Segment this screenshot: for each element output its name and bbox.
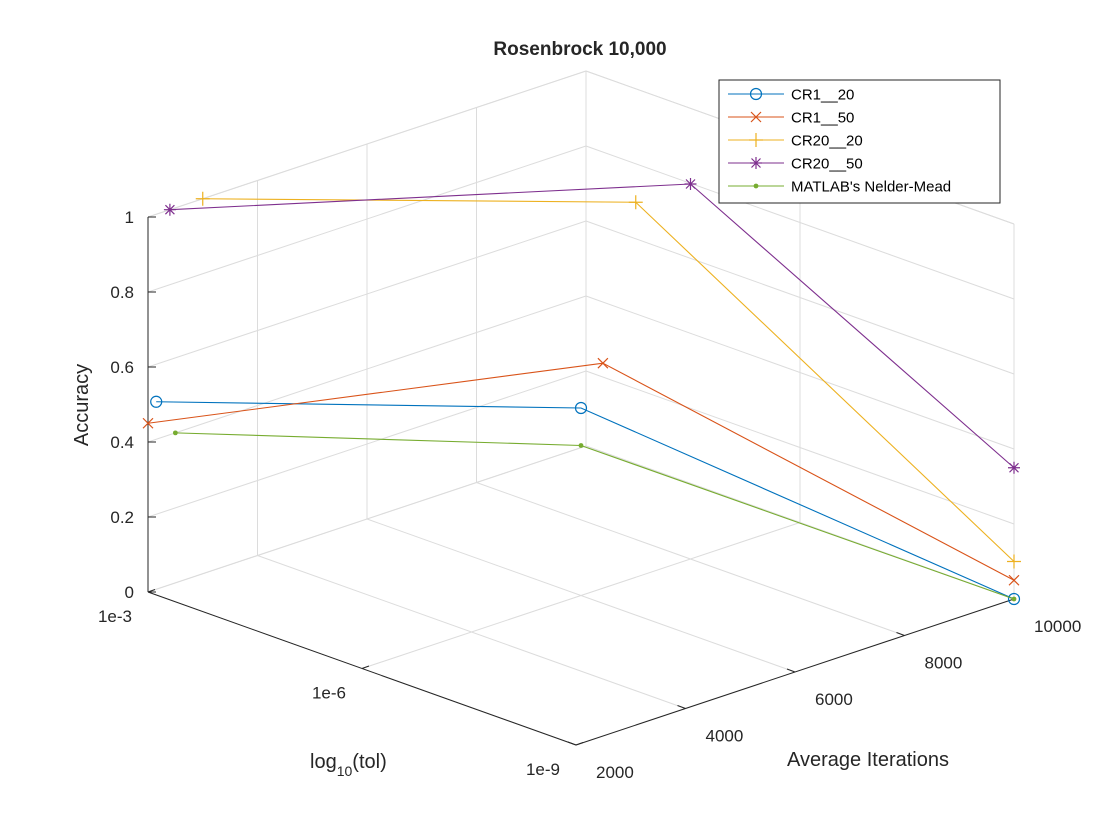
z-tick-label: 0.8 [110, 283, 134, 302]
back-wall-gridline-z [585, 295, 1015, 450]
legend-entry-1: CR1__50 [728, 110, 854, 127]
marker-x [142, 417, 154, 429]
y-tick-label: 4000 [706, 727, 744, 746]
series-0 [150, 395, 1021, 606]
side-wall-gridline-z [147, 220, 587, 368]
z-tick-label: 0 [125, 583, 134, 602]
legend-entry-2: CR20__20 [728, 133, 863, 150]
z-tick-label: 0.6 [110, 358, 134, 377]
floor-gridline-y [257, 555, 686, 709]
series-line [156, 401, 1015, 600]
x-tick-label: 1e-9 [526, 760, 560, 779]
legend-entry-3: CR20__50 [728, 156, 863, 173]
marker-circle [150, 395, 163, 408]
side-wall-gridline-z [147, 145, 587, 293]
marker-x [597, 357, 609, 369]
x-tick-mark [361, 665, 370, 669]
box-top-edge [147, 70, 587, 218]
z-tick-label: 1 [125, 208, 134, 227]
side-wall-gridline-z [147, 445, 587, 593]
y-tick-mark [786, 668, 796, 673]
series-2 [195, 191, 1021, 569]
x-axis-label: log10(tol) [310, 751, 387, 779]
y-tick-label: 10000 [1034, 617, 1081, 636]
back-wall-gridline-z [585, 370, 1015, 525]
marker-plus [1007, 554, 1021, 569]
grid-layer [147, 70, 1015, 746]
x-tick-label: 1e-3 [98, 607, 132, 626]
marker-circle [1007, 592, 1021, 606]
x-tick-mark [575, 742, 584, 746]
y-tick-label: 2000 [596, 763, 634, 782]
series-4 [172, 430, 1017, 602]
back-wall-gridline-z [585, 145, 1015, 300]
legend-entry-4: MATLAB's Nelder-Mead [728, 179, 951, 196]
y-tick-mark [567, 741, 577, 746]
marker-star [1008, 461, 1020, 474]
marker-dot [578, 443, 584, 448]
z-tick-label: 0.2 [110, 508, 134, 527]
y-tick-label: 8000 [925, 654, 963, 673]
legend-label: CR1__20 [791, 87, 854, 104]
legend-label: MATLAB's Nelder-Mead [791, 179, 951, 196]
marker-dot [753, 183, 759, 189]
series-line [175, 432, 1015, 600]
series-3 [163, 178, 1020, 474]
x-axis-label-subscript: 10 [337, 763, 353, 779]
legend-entry-0: CR1__20 [728, 87, 854, 104]
series-line [147, 362, 1015, 581]
y-tick-label: 6000 [815, 690, 853, 709]
chart-title: Rosenbrock 10,000 [493, 39, 666, 60]
marker-plus [628, 195, 643, 210]
series-line [202, 198, 1015, 562]
legend: CR1__20 CR1__50 CR20__20 CR20__50 MATLAB's N… [718, 79, 1001, 204]
legend-label: CR20__50 [791, 156, 863, 173]
marker-dot [172, 430, 178, 436]
z-axis-label: Accuracy [71, 364, 93, 446]
z-tick-label: 0.4 [110, 433, 134, 452]
marker-plus [749, 133, 763, 147]
marker-star [684, 178, 697, 190]
marker-star [163, 203, 176, 216]
legend-label: CR1__50 [791, 110, 854, 127]
series-line [169, 183, 1015, 469]
side-wall-gridline-z [147, 295, 587, 443]
marker-star [750, 157, 762, 169]
marker-plus [195, 191, 210, 206]
marker-x [1008, 574, 1020, 586]
axis-layer: 0 0.2 0.4 0.6 0.8 1 1e-3 1e-6 1e-9 2000 4000 6000 80… [98, 208, 1081, 782]
x-axis-label-unit: (tol) [352, 751, 386, 773]
back-wall-gridline-z [585, 220, 1015, 375]
series-layer [142, 178, 1021, 606]
legend-box [718, 79, 1001, 204]
floor-gridline-y [366, 518, 796, 673]
legend-label: CR20__20 [791, 133, 863, 150]
floor-gridline-y [476, 482, 905, 636]
x-tick-label: 1e-6 [312, 684, 346, 703]
y-tick-mark [896, 632, 905, 636]
side-wall-gridline-z [147, 370, 587, 518]
marker-circle [749, 87, 763, 101]
x-tick-mark [147, 589, 156, 593]
y-axis-label: Average Iterations [787, 749, 949, 771]
marker-circle [574, 401, 588, 415]
y-tick-mark [677, 705, 686, 709]
series-1 [142, 357, 1020, 586]
marker-dot [1011, 596, 1017, 602]
marker-x [750, 111, 762, 123]
